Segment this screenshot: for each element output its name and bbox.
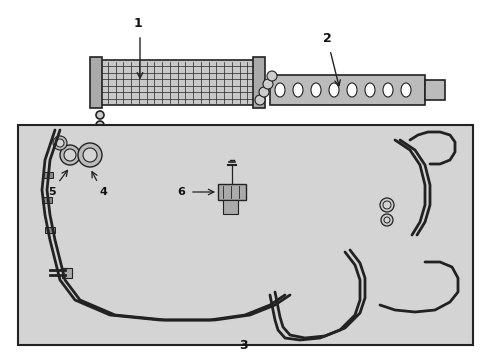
Ellipse shape — [328, 83, 338, 97]
Ellipse shape — [274, 83, 285, 97]
Ellipse shape — [310, 83, 320, 97]
Ellipse shape — [346, 83, 356, 97]
Text: 2: 2 — [322, 32, 331, 45]
Circle shape — [254, 95, 264, 105]
Circle shape — [263, 79, 272, 89]
Circle shape — [53, 136, 67, 150]
Ellipse shape — [400, 83, 410, 97]
Bar — [42, 197, 52, 203]
Text: 4: 4 — [99, 187, 107, 197]
Circle shape — [383, 217, 389, 223]
Circle shape — [379, 198, 393, 212]
Text: 3: 3 — [239, 339, 248, 352]
Circle shape — [266, 71, 276, 81]
Bar — [62, 268, 72, 278]
Circle shape — [96, 111, 104, 119]
Polygon shape — [223, 200, 238, 214]
Circle shape — [83, 148, 97, 162]
Bar — [252, 57, 264, 108]
Polygon shape — [424, 80, 444, 100]
Circle shape — [64, 149, 76, 161]
Bar — [269, 75, 424, 105]
Text: 1: 1 — [133, 17, 142, 30]
Text: 6: 6 — [177, 187, 184, 197]
Ellipse shape — [292, 83, 303, 97]
Circle shape — [78, 143, 102, 167]
Circle shape — [96, 121, 104, 129]
Ellipse shape — [364, 83, 374, 97]
Bar — [100, 60, 254, 105]
Bar — [218, 184, 245, 200]
Text: 5: 5 — [48, 187, 56, 197]
Bar — [45, 227, 55, 233]
Circle shape — [380, 214, 392, 226]
Bar — [18, 125, 472, 345]
Circle shape — [60, 145, 80, 165]
Circle shape — [259, 87, 268, 97]
Circle shape — [382, 201, 390, 209]
Bar — [43, 172, 53, 178]
Bar — [90, 57, 102, 108]
Ellipse shape — [382, 83, 392, 97]
Circle shape — [56, 139, 64, 147]
